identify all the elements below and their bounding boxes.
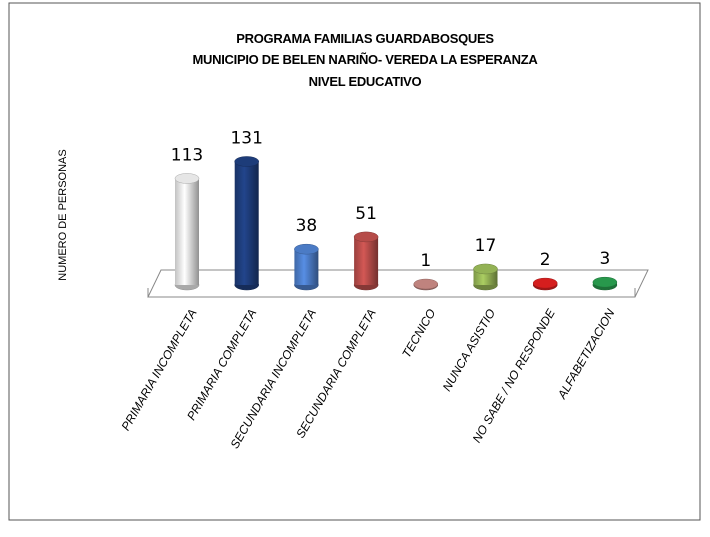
bar	[175, 178, 199, 285]
bar	[354, 236, 379, 285]
value-label: 1	[420, 251, 431, 271]
bar-top	[353, 231, 379, 243]
value-label: 2	[540, 250, 551, 270]
value-label: 3	[599, 249, 610, 269]
bar	[234, 161, 259, 285]
bar-top	[174, 173, 200, 184]
value-label: 38	[296, 216, 318, 236]
bar	[294, 249, 319, 285]
floor	[147, 269, 649, 298]
bar-top	[473, 263, 498, 275]
chart-title: NIVEL EDUCATIVO	[309, 74, 422, 89]
chart-title: PROGRAMA FAMILIAS GUARDABOSQUES	[236, 31, 494, 46]
bar-top	[234, 156, 259, 167]
y-axis-label: NUMERO DE PERSONAS	[57, 149, 69, 280]
chart-title: MUNICIPIO DE BELEN NARIÑO- VEREDA LA ESP…	[193, 52, 539, 67]
bar-top	[592, 276, 618, 288]
value-label: 113	[171, 145, 203, 165]
value-label: 131	[230, 128, 262, 148]
value-label: 51	[355, 204, 377, 224]
bar-top	[532, 277, 558, 289]
value-label: 17	[475, 236, 497, 256]
bar-top	[294, 243, 319, 255]
bar-top	[413, 278, 439, 290]
